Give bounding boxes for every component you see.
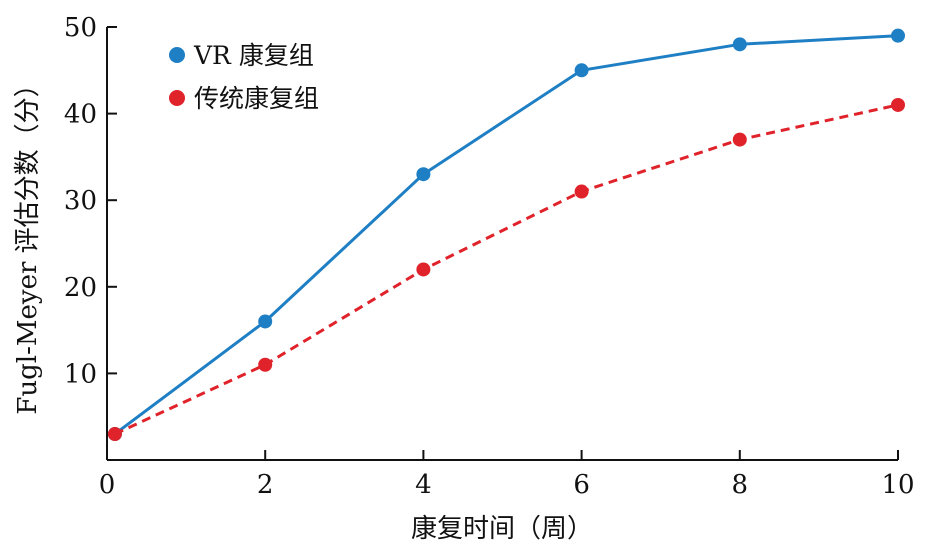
legend-label-1: VR 康复组 (193, 41, 314, 70)
data-point-series-2 (732, 132, 747, 147)
data-point-series-2 (258, 357, 273, 372)
data-point-series-2 (416, 262, 431, 277)
x-tick-label: 8 (732, 470, 749, 500)
data-point-series-2 (574, 184, 589, 199)
legend-label-2: 传统康复组 (194, 84, 319, 113)
ticks: 0 2 4 6 8 10 10 20 30 40 50 (64, 13, 915, 500)
y-axis-title: Fugl-Meyer 评估分数（分） (13, 71, 43, 414)
axes (106, 27, 898, 461)
data-point-series-1 (574, 63, 589, 78)
data-point-series-2 (891, 97, 905, 112)
y-tick-label: 50 (64, 13, 97, 43)
data-point-series-1 (416, 167, 431, 182)
legend-marker-1 (169, 47, 185, 63)
x-tick-label: 4 (415, 470, 432, 500)
y-tick-label: 40 (64, 100, 97, 130)
x-axis-title: 康复时间（周） (411, 514, 593, 544)
x-tick-label: 10 (881, 470, 914, 500)
data-point-series-1 (891, 28, 905, 43)
y-tick-label: 10 (64, 359, 97, 389)
legend-marker-2 (169, 90, 185, 106)
series-layer (107, 28, 905, 442)
y-tick-label: 20 (64, 273, 97, 303)
x-tick-label: 0 (99, 470, 116, 500)
x-tick-label: 2 (257, 470, 274, 500)
data-point-series-2 (107, 427, 122, 442)
x-tick-label: 6 (573, 470, 590, 500)
data-point-series-1 (258, 314, 273, 329)
y-tick-label: 30 (64, 186, 97, 216)
series-line-2 (114, 103, 899, 436)
series-line-1 (114, 34, 899, 436)
data-point-series-1 (732, 37, 747, 52)
